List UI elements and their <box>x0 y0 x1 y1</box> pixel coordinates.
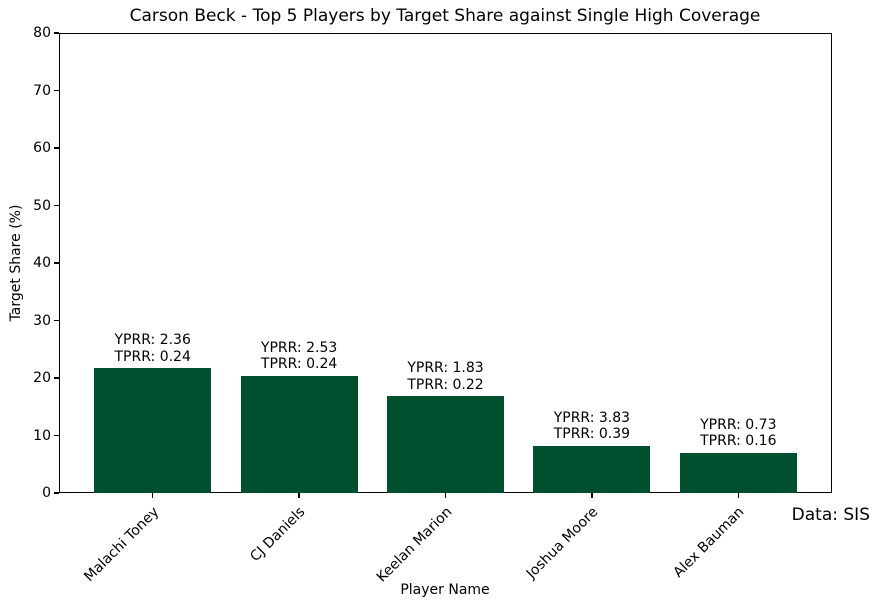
bar <box>533 445 651 493</box>
y-tick-label: 20 <box>33 370 51 386</box>
bar-annotation: YPRR: 2.36 TPRR: 0.24 <box>115 332 191 365</box>
x-tick <box>298 493 300 498</box>
annotation-tprr: TPRR: 0.22 <box>407 376 484 393</box>
annotation-yprr: YPRR: 3.83 <box>553 409 631 426</box>
annotation-tprr: TPRR: 0.24 <box>260 356 338 373</box>
bar-annotation: YPRR: 3.83 TPRR: 0.39 <box>554 410 630 443</box>
y-tick <box>54 319 59 322</box>
x-tick <box>591 493 593 498</box>
y-tick <box>54 434 59 437</box>
x-tick <box>444 493 447 498</box>
y-tick-label: 30 <box>33 312 51 329</box>
annotation-tprr: TPRR: 0.16 <box>700 433 777 450</box>
y-tick-label: 80 <box>33 25 51 41</box>
x-tick-label: Joshua Moore <box>523 504 602 582</box>
x-tick-label: Alex Bauman <box>670 504 748 581</box>
x-tick-label: Malachi Toney <box>81 504 163 585</box>
chart-title: Carson Beck - Top 5 Players by Target Sh… <box>129 6 761 26</box>
y-tick <box>54 147 59 149</box>
bar-annotation: YPRR: 1.83 TPRR: 0.22 <box>407 360 483 393</box>
y-tick <box>54 32 59 34</box>
x-tick <box>152 493 154 498</box>
y-tick-label: 70 <box>33 82 51 99</box>
x-tick-label: CJ Daniels <box>247 504 309 566</box>
y-tick <box>54 262 59 264</box>
annotation-yprr: YPRR: 0.73 <box>700 416 777 433</box>
annotation-tprr: TPRR: 0.24 <box>114 348 191 365</box>
bar-annotation: YPRR: 2.53 TPRR: 0.24 <box>261 340 337 373</box>
bar <box>240 375 358 493</box>
x-tick <box>737 493 739 498</box>
y-tick <box>54 377 59 379</box>
bar <box>386 396 505 493</box>
y-tick-label: 10 <box>33 427 51 444</box>
y-tick <box>54 204 59 207</box>
annotation-tprr: TPRR: 0.39 <box>553 426 631 443</box>
y-tick-label: 50 <box>33 197 51 214</box>
annotation-yprr: YPRR: 1.83 <box>407 360 484 377</box>
y-tick-label: 40 <box>33 255 51 271</box>
x-axis-label: Player Name <box>400 582 490 598</box>
y-tick <box>54 89 59 92</box>
bar <box>94 368 212 493</box>
y-tick-label: 0 <box>42 485 51 501</box>
bar-annotation: YPRR: 0.73 TPRR: 0.16 <box>700 417 776 450</box>
x-tick-label: Keelan Marion <box>373 504 455 586</box>
source-note: Data: SIS <box>791 505 870 525</box>
annotation-yprr: YPRR: 2.36 <box>114 332 191 349</box>
y-tick-label: 60 <box>33 140 51 156</box>
y-tick <box>54 492 59 494</box>
bar <box>679 452 797 493</box>
annotation-yprr: YPRR: 2.53 <box>260 339 338 356</box>
